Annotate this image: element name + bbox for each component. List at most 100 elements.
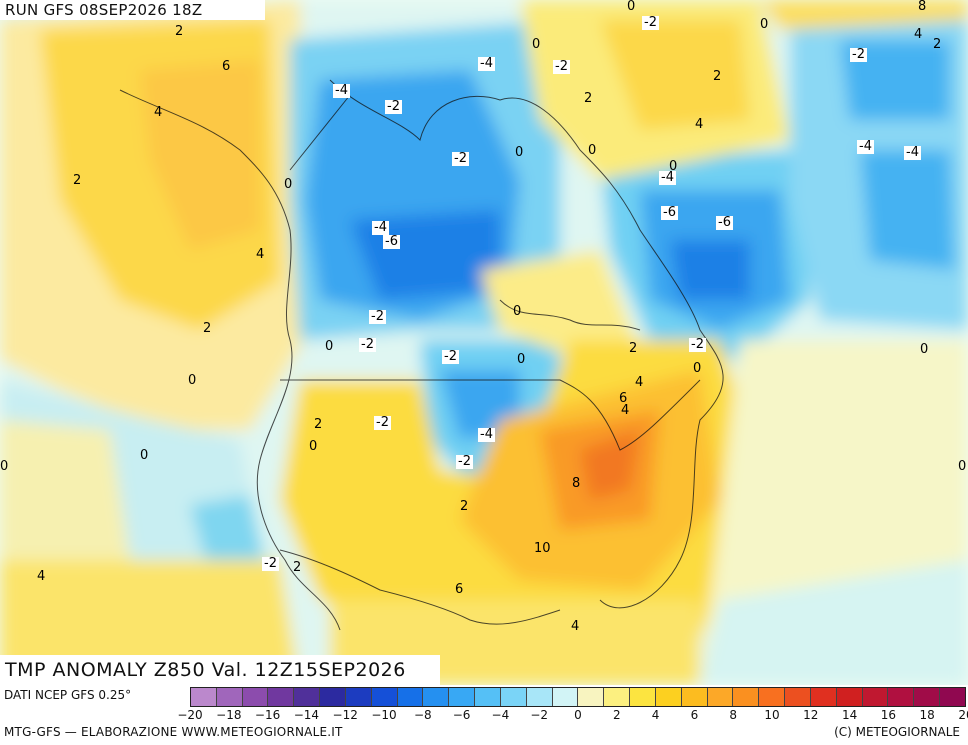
scale-tick-label: −4 [491,708,510,722]
contour-label: -4 [904,145,921,160]
color-swatch [836,688,863,706]
scale-tick-label: −10 [371,708,397,722]
scale-tick-label: 8 [729,708,738,722]
contour-label: -4 [659,170,676,185]
contour-label: 4 [571,619,580,634]
contour-label: 0 [284,177,293,192]
contour-label: -2 [374,415,391,430]
scale-tick-label: −14 [293,708,320,722]
contour-label: 0 [920,342,929,357]
scale-tick-label: 14 [841,708,858,722]
contour-label: 10 [534,541,551,556]
contour-label: -2 [850,47,867,62]
contour-label: -2 [689,337,706,352]
contour-label: 0 [532,37,541,52]
credit-line: MTG-GFS — ELABORAZIONE WWW.METEOGIORNALE… [4,725,343,739]
scale-tick-label: 6 [690,708,699,722]
color-swatch [630,688,656,706]
contour-label: -2 [456,454,473,469]
contour-label: -2 [452,151,469,166]
contour-label: 6 [455,582,464,597]
color-scale-ticks: −20 −18 −16 −14 −12 −10 −8 −6 −4 −2 0 2 4 6 8 10 12 14 16 1… [177,708,968,724]
anomaly-field [0,0,968,685]
scale-tick-label: 10 [764,708,780,722]
contour-label: 4 [154,105,163,120]
color-swatch [268,688,295,706]
contour-label: 2 [713,69,722,84]
contour-label: -4 [478,56,495,71]
scale-tick-label: 20 [958,708,968,722]
color-swatch [423,688,450,706]
data-source: DATI NCEP GFS 0.25° [4,688,132,702]
contour-label: 4 [256,247,265,262]
contour-label: 0 [513,304,522,319]
contour-label: -2 [369,309,386,324]
run-title: RUN GFS 08SEP2026 18Z [0,0,265,20]
scale-tick-label: 2 [612,708,621,722]
scale-tick-label: −18 [216,708,242,722]
contour-label: 0 [0,459,9,474]
color-swatch [914,688,941,706]
scale-tick-label: −12 [332,708,358,722]
contour-label: -4 [333,83,350,98]
contour-label: -4 [478,427,495,442]
color-swatch [681,688,708,706]
contour-label: -2 [359,337,376,352]
contour-label: 2 [175,24,184,39]
contour-label: 0 [958,459,967,474]
scale-tick-label: −8 [413,708,432,722]
color-swatch [733,688,760,706]
contour-label: -6 [661,205,678,220]
temperature-anomaly-map: RUN GFS 08SEP2026 18Z 2 6 4 2 0 4 2 0 0 4 -4 -2 -4 -2… [0,0,968,685]
color-swatch [655,688,682,706]
contour-label: 8 [918,0,927,14]
color-swatch [397,688,424,706]
coastlines [119,79,724,631]
scale-tick-label: 0 [574,708,582,722]
contour-label: 4 [914,27,923,42]
scale-tick-label: −6 [452,708,471,722]
contour-label: 0 [309,439,318,454]
contour-label: -6 [716,215,733,230]
color-swatch [810,688,837,706]
color-swatch [216,688,243,706]
scale-tick-label: −2 [530,708,549,722]
color-swatch [552,688,579,706]
contour-label: 4 [37,569,46,584]
contour-label: 2 [933,37,942,52]
color-swatch [785,688,811,706]
contour-label: -2 [385,99,402,114]
color-swatch [242,688,269,706]
color-swatch [294,688,321,706]
contour-label: 4 [621,403,630,418]
contour-label: 2 [314,417,323,432]
contour-label: 2 [629,341,638,356]
contour-label: 0 [140,448,149,463]
scale-tick-label: 18 [919,708,935,722]
contour-label: 0 [693,361,702,376]
footer: DATI NCEP GFS 0.25° −2 0 −18 −16 −14 −12 −10 −8… [0,685,968,745]
contour-label: 2 [584,91,593,106]
scale-tick-label: −16 [254,708,281,722]
color-swatch [500,688,527,706]
contour-label: -2 [642,15,659,30]
contour-label: 6 [619,391,628,406]
contour-label: 2 [73,173,82,188]
scale-tick-label: 16 [880,708,897,722]
scale-tick-label: 12 [803,708,819,722]
color-swatch [707,688,734,706]
contour-label: 0 [325,339,334,354]
contour-label: 0 [627,0,636,14]
contour-label: 0 [669,159,678,174]
color-swatch [604,688,631,706]
contour-label: -4 [372,220,389,235]
product-title: TMP ANOMALY Z850 Val. 12Z15SEP2026 [0,655,440,685]
color-swatch [475,688,501,706]
color-scale [190,687,966,707]
scale-tick-label: 4 [651,708,660,722]
contour-label: -2 [553,59,570,74]
contour-label: 6 [222,59,231,74]
color-swatch [888,688,915,706]
contour-label: 0 [588,143,597,158]
